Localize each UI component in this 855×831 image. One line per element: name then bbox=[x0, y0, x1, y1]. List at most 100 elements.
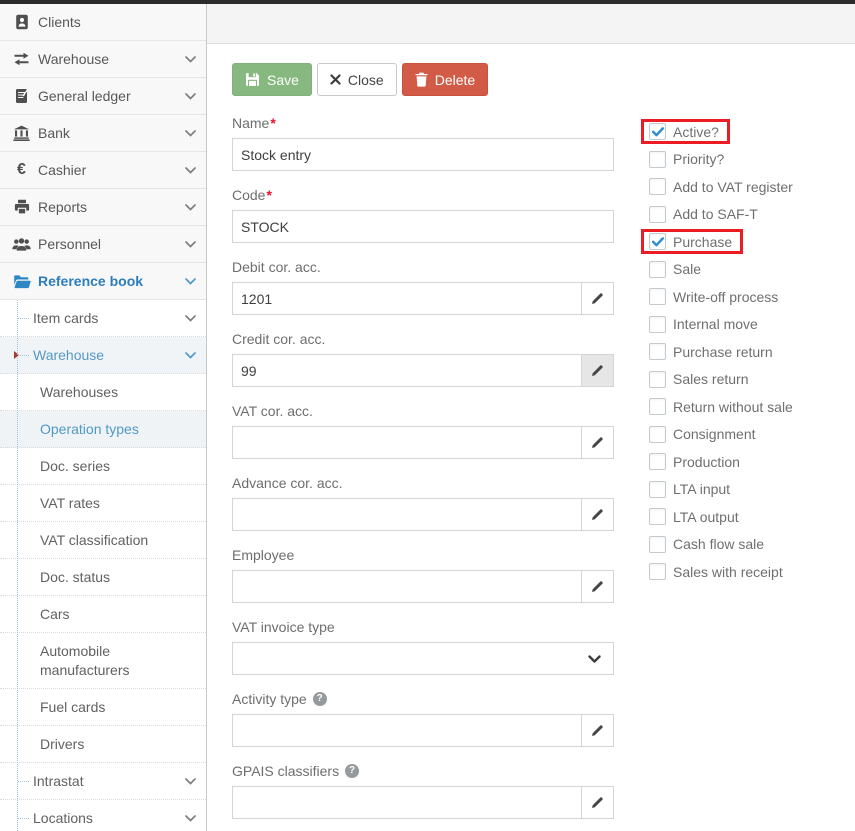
select-caret-icon bbox=[588, 655, 601, 663]
sidebar-item-cashier[interactable]: € Cashier bbox=[0, 152, 206, 189]
sales-with-receipt-checkbox[interactable] bbox=[649, 563, 666, 581]
sidebar-item-warehouse[interactable]: Warehouse bbox=[0, 41, 206, 78]
field-vat-cor-acc: VAT cor. acc. bbox=[232, 402, 614, 459]
sidebar-item-label: Fuel cards bbox=[40, 699, 106, 715]
vat-invoice-type-select[interactable] bbox=[232, 642, 614, 675]
sidebar-item-clients[interactable]: Clients bbox=[0, 4, 206, 41]
sidebar-item-label: Personnel bbox=[38, 236, 102, 252]
users-icon bbox=[9, 237, 34, 252]
sidebar-item-personnel[interactable]: Personnel bbox=[0, 226, 206, 263]
priority-checkbox[interactable] bbox=[649, 150, 666, 168]
employee-input[interactable] bbox=[233, 571, 581, 602]
close-icon bbox=[330, 74, 341, 85]
sidebar-item-bank[interactable]: Bank bbox=[0, 115, 206, 152]
sidebar-item-warehouses[interactable]: Warehouses bbox=[0, 374, 206, 411]
active-checkbox[interactable] bbox=[649, 123, 666, 141]
internal-move-checkbox[interactable] bbox=[649, 315, 666, 333]
sidebar-item-doc-series[interactable]: Doc. series bbox=[0, 448, 206, 485]
checkbox-row-production: Production bbox=[649, 448, 804, 476]
sidebar-item-label: General ledger bbox=[38, 88, 131, 104]
checkbox-label: LTA input bbox=[673, 481, 731, 498]
add-to-vat-register-checkbox[interactable] bbox=[649, 178, 666, 196]
field-label: Employee bbox=[232, 547, 295, 563]
checkbox-row-lta-output: LTA output bbox=[649, 503, 804, 531]
checkbox-row-sale: Sale bbox=[649, 256, 804, 284]
sidebar-item-warehouse-sub[interactable]: Warehouse bbox=[0, 337, 206, 374]
sidebar-item-reference-book[interactable]: Reference book bbox=[0, 263, 206, 300]
sidebar-item-vat-classification[interactable]: VAT classification bbox=[0, 522, 206, 559]
delete-button[interactable]: Delete bbox=[401, 63, 489, 96]
sidebar-item-label: Item cards bbox=[33, 310, 99, 326]
help-icon[interactable]: ? bbox=[345, 764, 360, 778]
debit-cor-acc-input[interactable] bbox=[233, 283, 581, 314]
sidebar-item-label: Cars bbox=[40, 606, 70, 622]
activity-type-input[interactable] bbox=[233, 715, 581, 746]
gpais-classifiers-input[interactable] bbox=[233, 787, 581, 818]
active-branch-caret-icon bbox=[14, 351, 19, 359]
return-without-sale-checkbox[interactable] bbox=[649, 398, 666, 416]
checkbox-row-add-to-vat-register: Add to VAT register bbox=[649, 173, 804, 201]
sidebar-item-locations[interactable]: Locations bbox=[0, 800, 206, 831]
activity-type-picker-button[interactable] bbox=[581, 715, 613, 746]
lta-input-checkbox[interactable] bbox=[649, 480, 666, 498]
checkbox-label: Add to SAF-T bbox=[673, 206, 758, 223]
sidebar-item-reports[interactable]: Reports bbox=[0, 189, 206, 226]
sidebar-item-fuel-cards[interactable]: Fuel cards bbox=[0, 689, 206, 726]
consignment-checkbox[interactable] bbox=[649, 425, 666, 443]
checkbox-label: Sales return bbox=[673, 371, 749, 388]
checkbox-row-active: Active? bbox=[641, 118, 804, 146]
lta-output-checkbox[interactable] bbox=[649, 508, 666, 526]
help-icon[interactable]: ? bbox=[312, 692, 327, 706]
pencil-icon bbox=[591, 724, 604, 737]
sales-return-checkbox[interactable] bbox=[649, 370, 666, 388]
checkbox-row-return-without-sale: Return without sale bbox=[649, 393, 804, 421]
name-input[interactable] bbox=[232, 138, 614, 171]
checkbox-label: Return without sale bbox=[673, 398, 793, 415]
sidebar-item-item-cards[interactable]: Item cards bbox=[0, 300, 206, 337]
sidebar-item-label: Warehouses bbox=[40, 384, 119, 400]
cash-flow-sale-checkbox[interactable] bbox=[649, 535, 666, 553]
debit-cor-acc-picker-button[interactable] bbox=[581, 283, 613, 314]
field-name: Name * bbox=[232, 114, 614, 171]
sidebar-item-operation-types[interactable]: Operation types bbox=[0, 411, 206, 448]
save-icon bbox=[245, 72, 260, 87]
credit-cor-acc-picker-button[interactable] bbox=[581, 355, 613, 386]
sidebar-item-cars[interactable]: Cars bbox=[0, 596, 206, 633]
advance-cor-acc-input[interactable] bbox=[233, 499, 581, 530]
checkbox-label: Write-off process bbox=[673, 288, 779, 305]
vat-cor-acc-picker-button[interactable] bbox=[581, 427, 613, 458]
add-to-saf-t-checkbox[interactable] bbox=[649, 205, 666, 223]
save-button[interactable]: Save bbox=[232, 63, 312, 96]
vat-cor-acc-input[interactable] bbox=[233, 427, 581, 458]
purchase-return-checkbox[interactable] bbox=[649, 343, 666, 361]
sidebar-item-label: Automobile manufacturers bbox=[40, 642, 130, 678]
sidebar-item-label: Operation types bbox=[40, 421, 139, 437]
sidebar-item-label: Drivers bbox=[40, 736, 85, 752]
field-code: Code * bbox=[232, 186, 614, 243]
sidebar-item-doc-status[interactable]: Doc. status bbox=[0, 559, 206, 596]
employee-picker-button[interactable] bbox=[581, 571, 613, 602]
sidebar-item-drivers[interactable]: Drivers bbox=[0, 726, 206, 763]
sidebar-item-label: Intrastat bbox=[33, 773, 84, 789]
checkbox-row-purchase-return: Purchase return bbox=[649, 338, 804, 366]
pencil-icon bbox=[591, 580, 604, 593]
write-off-process-checkbox[interactable] bbox=[649, 288, 666, 306]
sidebar-item-automobile-manufacturers[interactable]: Automobile manufacturers bbox=[0, 633, 206, 689]
sidebar-item-label: Clients bbox=[38, 14, 81, 30]
purchase-checkbox[interactable] bbox=[649, 233, 666, 251]
credit-cor-acc-input[interactable] bbox=[233, 355, 581, 386]
advance-cor-acc-picker-button[interactable] bbox=[581, 499, 613, 530]
sidebar-item-general-ledger[interactable]: General ledger bbox=[0, 78, 206, 115]
production-checkbox[interactable] bbox=[649, 453, 666, 471]
sidebar-item-label: Reference book bbox=[38, 273, 144, 289]
form-content: Save Close Delete Name * bbox=[207, 44, 855, 819]
checkbox-row-add-to-saf-t: Add to SAF-T bbox=[649, 201, 804, 229]
sidebar-item-intrastat[interactable]: Intrastat bbox=[0, 763, 206, 800]
gpais-classifiers-picker-button[interactable] bbox=[581, 787, 613, 818]
toolbar: Save Close Delete bbox=[232, 63, 855, 96]
close-button[interactable]: Close bbox=[316, 63, 397, 96]
code-input[interactable] bbox=[232, 210, 614, 243]
red-highlight-box: Purchase bbox=[641, 229, 744, 255]
sale-checkbox[interactable] bbox=[649, 260, 666, 278]
sidebar-item-vat-rates[interactable]: VAT rates bbox=[0, 485, 206, 522]
